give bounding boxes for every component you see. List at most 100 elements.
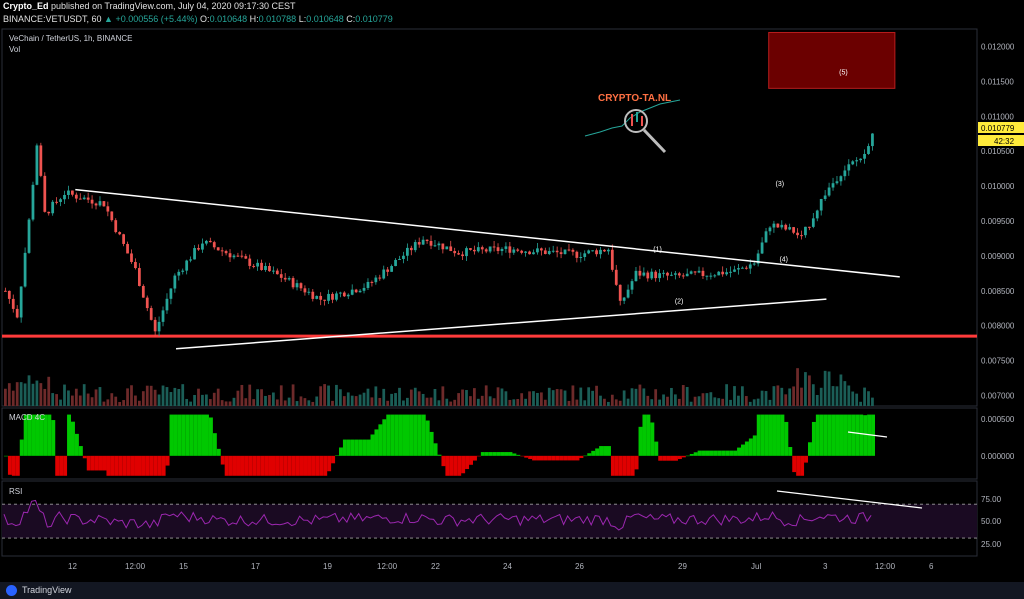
candle	[138, 268, 141, 286]
candle	[370, 281, 374, 283]
volume-bar	[228, 401, 232, 406]
macd-bar	[366, 439, 371, 456]
rsi-title: RSI	[9, 487, 22, 496]
candle	[469, 248, 472, 250]
macd-bar	[425, 420, 430, 456]
volume-bar	[275, 399, 279, 406]
macd-bar	[252, 455, 257, 476]
macd-bar	[433, 443, 438, 456]
macd-bar	[476, 455, 481, 457]
volume-bar	[815, 394, 819, 406]
volume-bar	[114, 396, 118, 406]
volume-bar	[122, 400, 125, 406]
macd-bar	[335, 455, 339, 456]
macd-bar	[390, 414, 395, 456]
volume-bar	[402, 400, 405, 406]
chart-canvas[interactable]: (1) (2) (3) (4) (5) VeChain / TetherUS, 1h, …	[0, 0, 1024, 582]
macd-bar	[228, 455, 233, 476]
volume-bar	[425, 397, 429, 406]
candle	[756, 253, 760, 264]
volume-bar	[394, 393, 397, 406]
candle	[236, 255, 240, 257]
lower-trendline[interactable]	[175, 298, 827, 350]
candle	[713, 275, 717, 277]
candle	[796, 232, 799, 236]
macd-bar	[138, 455, 142, 476]
volume-bar	[417, 391, 421, 406]
volume-bar	[583, 400, 587, 406]
time-axis[interactable]: 12 12:00 15 17 19 12:00 22 24 26 29 Jul 3 12:00 6	[68, 562, 934, 571]
macd-bar	[646, 414, 651, 456]
macd-bar	[784, 421, 789, 456]
candle	[492, 246, 496, 248]
candle	[47, 211, 51, 214]
macd-bar	[256, 455, 261, 476]
volume-bar	[744, 396, 748, 406]
macd-bar	[287, 455, 292, 476]
macd-bar	[134, 455, 138, 476]
macd-bar	[283, 455, 288, 476]
candle	[382, 269, 386, 279]
macd-bar	[406, 414, 410, 456]
candle	[346, 294, 350, 297]
upper-trendline[interactable]	[75, 188, 900, 278]
macd-bar	[823, 414, 828, 456]
macd-tick-upper: 0.000500	[981, 415, 1015, 424]
macd-bar	[516, 454, 521, 456]
candle	[626, 289, 630, 298]
macd-bar	[362, 439, 367, 456]
macd-bar	[35, 414, 40, 456]
macd-bar	[709, 450, 714, 456]
price-axis[interactable]: 0.012000 0.011500 0.011000 0.010500 0.010000…	[981, 42, 1015, 400]
macd-bar	[19, 439, 24, 456]
macd-bar	[835, 414, 840, 456]
volume-bar	[445, 398, 449, 406]
macd-bar	[331, 455, 336, 464]
candle	[421, 239, 425, 245]
time-tick: 24	[503, 562, 512, 571]
candle	[74, 194, 78, 199]
volume-bar	[169, 392, 173, 406]
candle	[658, 273, 661, 279]
volume-bar	[788, 388, 792, 406]
macd-bar	[27, 414, 32, 456]
volume-bar	[701, 393, 705, 406]
volume-bar	[177, 389, 181, 406]
time-tick: 12:00	[377, 562, 398, 571]
volume-bar	[725, 384, 728, 406]
macd-bar	[382, 419, 387, 456]
candle	[232, 255, 236, 258]
volume-bar	[811, 384, 815, 406]
candle	[7, 290, 11, 299]
volume-bar	[863, 387, 866, 406]
candle	[449, 246, 453, 252]
wave-5-target-zone	[768, 31, 896, 89]
macd-bar	[748, 438, 753, 456]
publisher-name[interactable]: Crypto_Ed	[3, 1, 49, 11]
macd-bar	[543, 455, 548, 461]
macd-bar	[599, 446, 604, 456]
macd-bar	[197, 414, 202, 456]
macd-bar	[216, 448, 221, 456]
candle	[378, 277, 382, 279]
candle	[811, 218, 815, 227]
volume-bar	[831, 386, 835, 406]
close-label: C:	[346, 14, 356, 24]
volume-bar	[764, 391, 768, 406]
candle	[31, 184, 35, 220]
rsi-divergence-line	[776, 490, 923, 509]
candle	[551, 250, 555, 252]
candle	[567, 249, 571, 251]
candle	[425, 239, 429, 241]
macd-bar	[193, 414, 198, 456]
candle	[275, 270, 279, 275]
candle	[240, 255, 244, 257]
volume-bar	[547, 387, 551, 406]
macd-bar	[67, 414, 71, 456]
footer-brand[interactable]: TradingView	[22, 585, 72, 595]
macd-bar	[587, 453, 592, 456]
volume-bar	[662, 394, 665, 406]
tradingview-logo-icon[interactable]	[6, 585, 17, 596]
macd-bar	[94, 455, 99, 471]
macd-bar	[201, 414, 205, 456]
